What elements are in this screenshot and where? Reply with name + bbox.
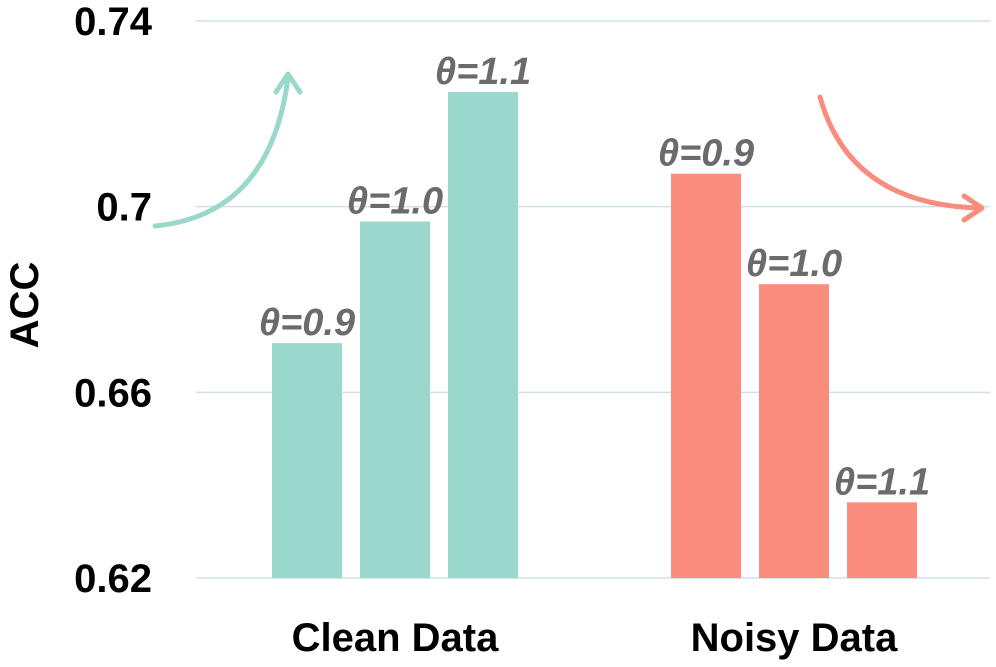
bar xyxy=(360,221,430,578)
data-label: θ=1.0 xyxy=(746,243,842,285)
y-axis-ticks: 0.62 0.66 0.7 0.74 xyxy=(74,0,153,601)
bar xyxy=(759,284,829,578)
bar xyxy=(448,92,518,578)
clean-trend-arrow-icon xyxy=(152,71,303,229)
y-tick-label: 0.74 xyxy=(74,0,153,44)
x-tick-label: Clean Data xyxy=(292,616,499,660)
data-label: θ=0.9 xyxy=(259,302,355,344)
y-tick-label: 0.66 xyxy=(74,371,152,415)
noisy-trend-arrow-icon xyxy=(817,94,985,223)
y-tick-label: 0.62 xyxy=(74,557,152,601)
bar xyxy=(847,502,917,578)
x-axis-ticks: Clean Data Noisy Data xyxy=(292,616,898,660)
data-label: θ=1.1 xyxy=(834,461,930,503)
y-axis-label: ACC xyxy=(3,262,47,349)
x-tick-label: Noisy Data xyxy=(691,616,898,660)
data-label: θ=1.0 xyxy=(347,181,443,223)
bar xyxy=(272,343,342,578)
data-label: θ=0.9 xyxy=(658,133,754,175)
bars xyxy=(272,92,917,579)
y-tick-label: 0.7 xyxy=(96,186,152,230)
data-labels: θ=0.9 θ=1.0 θ=1.1 θ=0.9 θ=1.0 θ=1.1 xyxy=(259,51,930,503)
data-label: θ=1.1 xyxy=(435,51,531,93)
bar xyxy=(671,173,741,579)
